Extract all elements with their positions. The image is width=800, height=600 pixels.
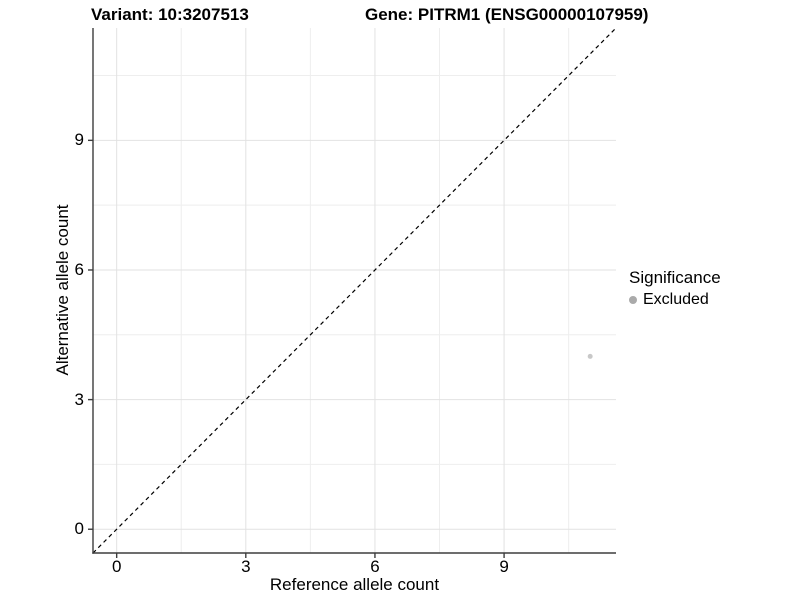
legend-point-icon <box>629 296 637 304</box>
y-tick-label: 6 <box>74 259 84 279</box>
legend-item-label: Excluded <box>643 291 709 308</box>
legend: Significance Excluded <box>629 268 721 309</box>
x-tick-label: 9 <box>499 557 509 576</box>
x-tick-label: 3 <box>241 557 251 576</box>
legend-item-excluded: Excluded <box>629 291 721 309</box>
plot-title-variant: Variant: 10:3207513 <box>91 5 249 24</box>
y-axis-title: Alternative allele count <box>53 204 72 376</box>
identity-reference-line <box>92 27 617 554</box>
data-point <box>587 353 593 359</box>
legend-title: Significance <box>629 268 721 287</box>
y-tick-label: 9 <box>74 130 84 150</box>
y-tick-label: 0 <box>74 519 84 539</box>
x-tick-label: 0 <box>111 557 122 576</box>
x-axis-title: Reference allele count <box>269 575 440 594</box>
plot-title-gene: Gene: PITRM1 (ENSG00000107959) <box>365 5 649 24</box>
x-tick-label: 6 <box>370 557 380 576</box>
y-tick-label: 3 <box>74 389 84 409</box>
